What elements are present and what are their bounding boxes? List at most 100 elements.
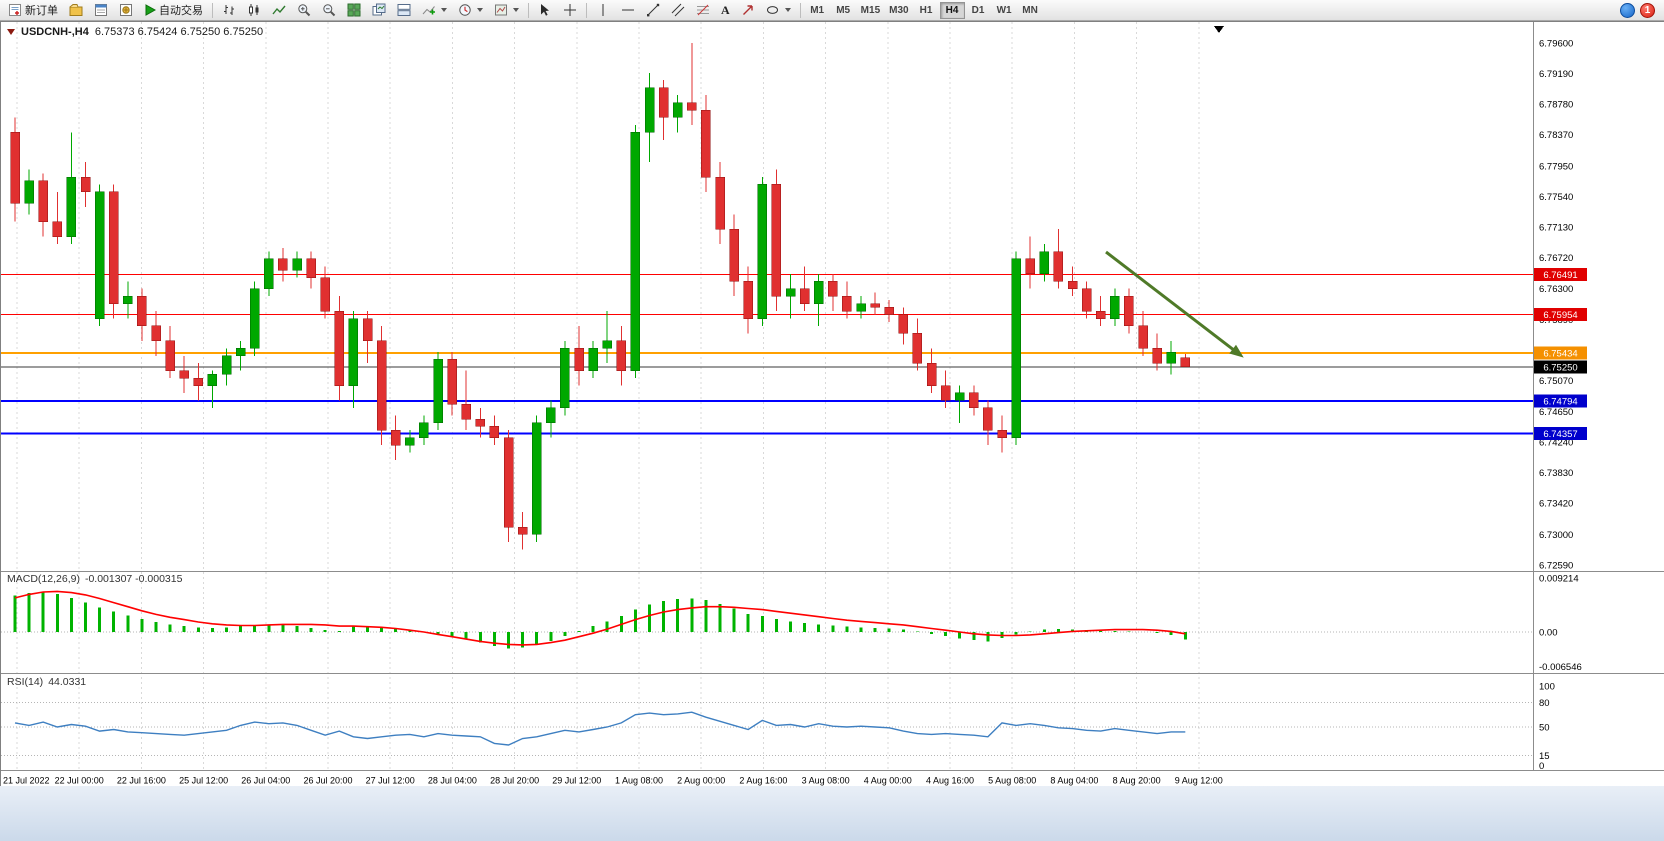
profiles-icon — [69, 4, 83, 16]
autotrading-play-icon — [145, 4, 156, 16]
timeframe-button-h4[interactable]: H4 — [939, 1, 965, 19]
bottom-area — [0, 786, 1664, 841]
macd-histogram — [13, 592, 1187, 649]
toolbar-separator — [799, 2, 801, 18]
line-chart-icon — [272, 5, 286, 15]
crosshair-icon — [564, 4, 576, 16]
svg-text:6.75954: 6.75954 — [1543, 310, 1577, 321]
zoom-out-button[interactable] — [317, 1, 341, 20]
cursor-button[interactable] — [533, 1, 557, 20]
trendline-tool-button[interactable] — [641, 1, 665, 20]
svg-text:6.77540: 6.77540 — [1539, 192, 1573, 203]
market-watch-button[interactable] — [89, 1, 113, 20]
svg-text:6.79600: 6.79600 — [1539, 39, 1573, 50]
autotrading-button[interactable]: 自动交易 — [139, 1, 208, 20]
svg-text:6.72590: 6.72590 — [1539, 561, 1573, 572]
chart-window: 6.79600 6.79190 6.78780 6.78370 6.77950 6.775… — [0, 21, 1664, 787]
bar-chart-button[interactable] — [217, 1, 241, 20]
price-badge: 6.76491 — [1534, 268, 1587, 282]
candles-series — [10, 43, 1191, 550]
svg-text:6.73830: 6.73830 — [1539, 468, 1573, 479]
svg-text:6.78370: 6.78370 — [1539, 130, 1573, 141]
svg-text:26 Jul 20:00: 26 Jul 20:00 — [303, 776, 352, 786]
channel-tool-button[interactable] — [666, 1, 690, 20]
channel-icon — [671, 3, 685, 17]
price-badge: 6.74794 — [1534, 394, 1587, 408]
new-order-button[interactable]: 新订单 — [3, 1, 63, 20]
svg-text:6.77950: 6.77950 — [1539, 161, 1573, 172]
shapes-tool-button[interactable] — [761, 1, 796, 20]
periods-clock-icon — [459, 4, 471, 16]
navigator-button[interactable] — [114, 1, 138, 20]
market-watch-icon — [95, 4, 107, 16]
svg-text:4 Aug 00:00: 4 Aug 00:00 — [864, 776, 912, 786]
svg-text:0.009214: 0.009214 — [1539, 573, 1579, 584]
tile-horizontal-button[interactable] — [392, 1, 416, 20]
periods-button[interactable] — [453, 1, 488, 20]
time-axis: 21 Jul 2022 22 Jul 00:00 22 Jul 16:00 25 Ju… — [3, 776, 1223, 786]
trend-arrow-head — [1229, 344, 1244, 358]
svg-text:21 Jul 2022: 21 Jul 2022 — [3, 776, 50, 786]
horizontal-line-icon — [622, 9, 634, 11]
arrows-tool-icon — [742, 5, 753, 15]
timeframe-button-mn[interactable]: MN — [1022, 4, 1038, 16]
svg-text:3 Aug 08:00: 3 Aug 08:00 — [802, 776, 850, 786]
svg-text:2 Aug 16:00: 2 Aug 16:00 — [739, 776, 787, 786]
dropdown-arrow-icon — [477, 8, 483, 12]
timeframe-button-w1[interactable]: W1 — [996, 4, 1012, 16]
vertical-line-tool-button[interactable] — [591, 1, 615, 20]
vertical-line-icon — [602, 4, 604, 16]
notification-badge[interactable]: 1 — [1640, 2, 1655, 18]
zoom-in-button[interactable] — [292, 1, 316, 20]
svg-text:6.76491: 6.76491 — [1543, 270, 1577, 281]
shapes-tool-icon — [766, 6, 778, 14]
svg-text:6.79190: 6.79190 — [1539, 69, 1573, 80]
svg-text:8 Aug 04:00: 8 Aug 04:00 — [1050, 776, 1098, 786]
trendline-icon — [647, 3, 660, 17]
timeframe-button-d1[interactable]: D1 — [971, 4, 985, 16]
timeframe-button-m30[interactable]: M30 — [889, 4, 909, 16]
svg-text:9 Aug 12:00: 9 Aug 12:00 — [1175, 776, 1223, 786]
rsi-line — [14, 711, 1186, 746]
profiles-button[interactable] — [64, 1, 88, 20]
candlestick-chart-button[interactable] — [242, 1, 266, 20]
svg-text:28 Jul 20:00: 28 Jul 20:00 — [490, 776, 539, 786]
svg-text:5 Aug 08:00: 5 Aug 08:00 — [988, 776, 1036, 786]
dropdown-arrow-icon — [784, 8, 791, 12]
templates-icon — [495, 4, 507, 16]
svg-text:6.75250: 6.75250 — [1543, 362, 1577, 373]
toolbar-separator — [528, 2, 529, 18]
svg-text:6.77130: 6.77130 — [1539, 222, 1573, 233]
zoom-in-icon — [298, 4, 311, 17]
tile-windows-button[interactable] — [342, 1, 366, 20]
autotrading-label: 自动交易 — [159, 5, 203, 17]
svg-text:100: 100 — [1539, 682, 1555, 693]
crosshair-button[interactable] — [558, 1, 582, 20]
navigator-icon — [120, 4, 132, 16]
svg-text:6.73000: 6.73000 — [1539, 530, 1573, 541]
templates-button[interactable] — [489, 1, 524, 20]
arrows-tool-button[interactable] — [736, 1, 760, 20]
cascade-windows-button[interactable] — [367, 1, 391, 20]
svg-text:6.73420: 6.73420 — [1539, 499, 1573, 510]
timeframe-button-m1[interactable]: M1 — [810, 4, 825, 16]
trend-arrow-annotation — [1105, 250, 1237, 353]
svg-text:4 Aug 16:00: 4 Aug 16:00 — [926, 776, 974, 786]
svg-text:6.74650: 6.74650 — [1539, 407, 1573, 418]
text-tool-button[interactable]: A — [716, 1, 735, 20]
svg-text:25 Jul 12:00: 25 Jul 12:00 — [179, 776, 228, 786]
indicators-button[interactable] — [417, 1, 452, 20]
chart-canvas[interactable]: 6.79600 6.79190 6.78780 6.78370 6.77950 6.775… — [1, 22, 1664, 787]
svg-text:29 Jul 12:00: 29 Jul 12:00 — [552, 776, 601, 786]
timeframe-button-h1[interactable]: H1 — [919, 4, 933, 16]
horizontal-line-tool-button[interactable] — [616, 1, 640, 20]
toolbar-separator — [212, 2, 213, 18]
dropdown-arrow-icon — [513, 8, 519, 12]
messenger-icon[interactable] — [1620, 2, 1635, 18]
line-chart-button[interactable] — [267, 1, 291, 20]
price-badge: 6.75434 — [1534, 346, 1587, 360]
timeframe-button-m15[interactable]: M15 — [860, 4, 881, 16]
fibonacci-tool-button[interactable] — [691, 1, 715, 20]
timeframe-button-m5[interactable]: M5 — [836, 4, 851, 16]
svg-text:6.78780: 6.78780 — [1539, 100, 1573, 111]
